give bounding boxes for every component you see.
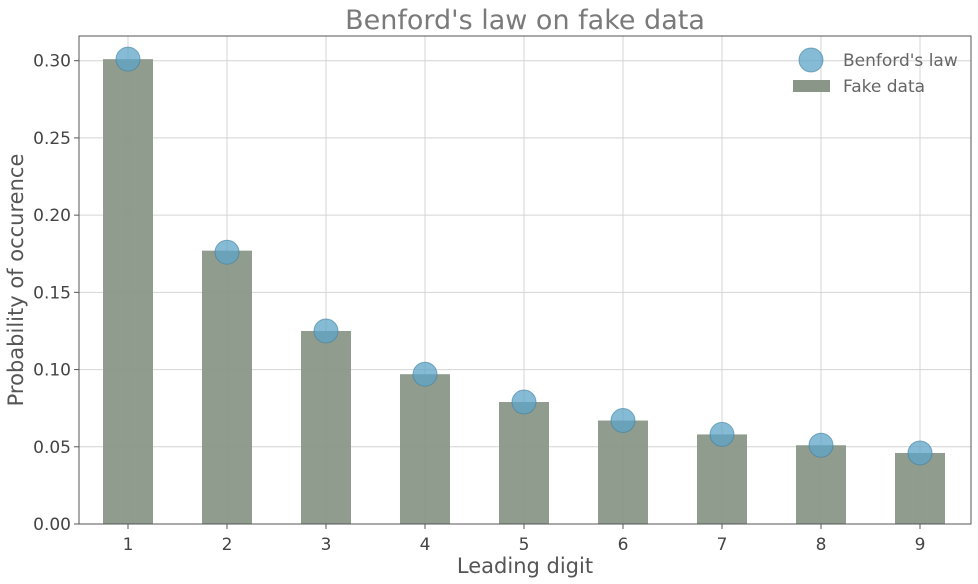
fake-data-bar (499, 402, 549, 524)
y-tick-label: 0.30 (33, 52, 71, 72)
x-tick-label: 5 (519, 535, 530, 555)
benford-point (115, 46, 141, 72)
y-tick-label: 0.25 (33, 129, 71, 149)
benford-point (808, 432, 834, 458)
x-tick-label: 4 (420, 535, 431, 555)
benford-point (214, 239, 240, 265)
fake-data-bar (103, 59, 153, 525)
legend-fake-data-marker (793, 80, 830, 92)
benford-point (412, 361, 438, 387)
x-tick-label: 9 (915, 535, 926, 555)
bars (103, 59, 945, 525)
fake-data-bar (202, 250, 252, 524)
y-tick-label: 0.10 (33, 361, 71, 381)
x-tick-label: 2 (222, 535, 233, 555)
x-tick-label: 3 (321, 535, 332, 555)
x-axis-label: Leading digit (457, 554, 593, 578)
legend-benford-marker (798, 47, 824, 73)
x-tick-label: 6 (618, 535, 629, 555)
legend-fake-data-label: Fake data (843, 77, 925, 97)
y-tick-label: 0.00 (33, 515, 71, 535)
benford-point (709, 421, 735, 447)
chart-title: Benford's law on fake data (345, 5, 705, 36)
benford-point (511, 389, 537, 415)
benford-point (313, 318, 339, 344)
fake-data-bar (598, 420, 648, 524)
fake-data-bar (301, 330, 351, 524)
fake-data-bar (400, 374, 450, 524)
benford-point (907, 440, 933, 466)
legend-benford-label: Benford's law (843, 51, 958, 71)
plot-frame (78, 35, 972, 525)
x-tick-label: 8 (816, 535, 827, 555)
y-tick-label: 0.15 (33, 283, 71, 303)
x-ticks: 1 2 3 4 5 6 7 8 9 (123, 524, 926, 555)
benford-point (610, 408, 636, 434)
legend: Benford's law Fake data (793, 47, 958, 97)
y-axis-label: Probability of occurence (4, 154, 28, 407)
benford-points (115, 46, 933, 466)
x-tick-label: 1 (123, 535, 134, 555)
fake-data-bar (697, 434, 747, 524)
y-tick-label: 0.20 (33, 206, 71, 226)
y-tick-label: 0.05 (33, 438, 71, 458)
y-ticks: 0.00 0.05 0.10 0.15 0.20 0.25 0.30 (33, 52, 79, 535)
x-tick-label: 7 (717, 535, 728, 555)
fake-data-bar (796, 445, 846, 524)
